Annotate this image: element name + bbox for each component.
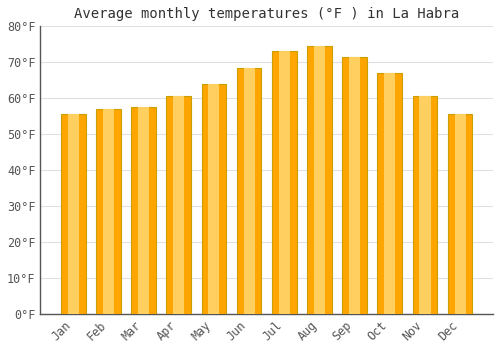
Bar [138,107,149,314]
Bar [131,107,156,314]
Bar [314,46,325,314]
Bar [103,109,114,314]
Bar [342,57,367,314]
Bar [208,84,220,314]
Bar [61,114,86,314]
Bar [68,114,78,314]
Title: Average monthly temperatures (°F ) in La Habra: Average monthly temperatures (°F ) in La… [74,7,460,21]
Bar [202,84,226,314]
Bar [420,96,430,314]
Bar [173,96,184,314]
Bar [384,73,396,314]
Bar [448,114,472,314]
Bar [166,96,191,314]
Bar [244,68,254,314]
Bar [96,109,120,314]
Bar [349,57,360,314]
Bar [307,46,332,314]
Bar [272,51,296,314]
Bar [378,73,402,314]
Bar [454,114,466,314]
Bar [278,51,290,314]
Bar [412,96,438,314]
Bar [237,68,262,314]
